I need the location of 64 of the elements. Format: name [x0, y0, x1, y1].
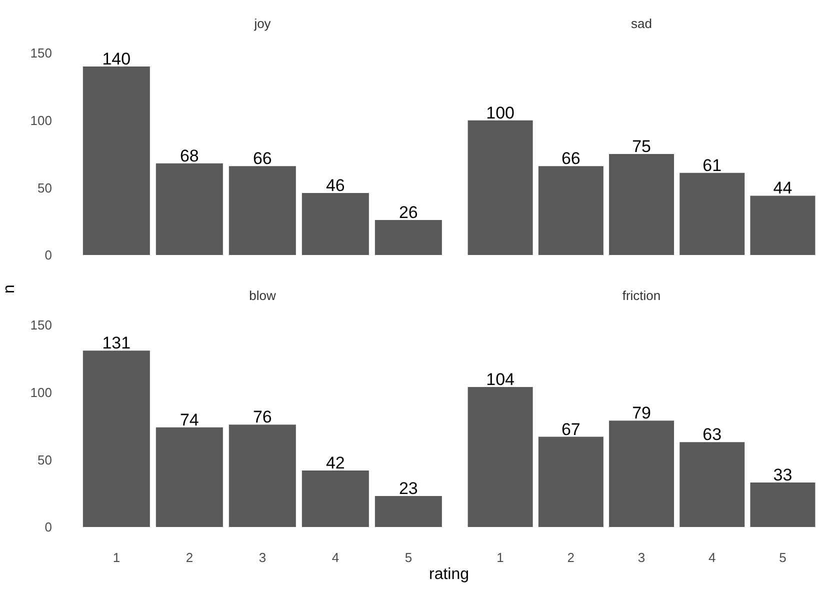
data-label: 61: [702, 156, 722, 175]
data-label: 46: [326, 176, 345, 196]
bar: [609, 154, 674, 255]
data-label: 74: [180, 410, 199, 430]
x-tick-label: 5: [779, 550, 786, 566]
data-label: 26: [398, 202, 418, 222]
data-label: 140: [102, 49, 131, 68]
bar: [374, 496, 442, 527]
data-label: 23: [398, 479, 418, 498]
x-tick-label: 2: [186, 550, 194, 566]
bar: [468, 120, 533, 255]
y-tick-label: 100: [30, 384, 52, 400]
bar: [302, 470, 369, 527]
x-tick-label: 3: [258, 550, 266, 566]
y-tick-label: 0: [44, 248, 52, 263]
data-label: 76: [252, 408, 272, 427]
chart-title: friction: [621, 288, 662, 303]
x-tick-label: 2: [567, 550, 575, 566]
data-label: 79: [632, 404, 651, 423]
y-tick-label: 150: [30, 318, 52, 333]
bar: [750, 196, 816, 255]
chart-title: sad: [630, 16, 653, 31]
x-tick-label: 4: [332, 550, 340, 566]
y-axis-title: n: [1, 284, 19, 296]
data-label: 67: [561, 420, 580, 439]
x-tick-label: 1: [496, 550, 504, 566]
data-label: 63: [702, 425, 722, 444]
y-tick-label: 150: [30, 46, 52, 61]
bar: [156, 427, 223, 527]
bar: [750, 482, 816, 527]
bar: [538, 436, 604, 527]
data-label: 104: [486, 370, 515, 389]
x-tick-label: 4: [708, 550, 716, 566]
bar: [156, 163, 223, 255]
bar: [228, 166, 296, 255]
data-label: 66: [561, 149, 580, 168]
x-axis-title: rating: [428, 566, 470, 584]
chart-title: blow: [248, 288, 277, 303]
bar: [228, 424, 296, 527]
data-label: 42: [326, 453, 345, 472]
y-tick-label: 50: [38, 180, 52, 196]
bar: [374, 220, 442, 255]
chart-title: joy: [253, 16, 272, 31]
bar: [302, 193, 369, 255]
data-label: 66: [252, 149, 272, 168]
y-tick-label: 0: [44, 520, 52, 535]
data-label: 100: [486, 103, 515, 122]
bar: [468, 386, 533, 527]
bar: [82, 350, 150, 527]
y-tick-label: 100: [30, 112, 52, 128]
bar: [538, 166, 604, 255]
bar: [82, 66, 150, 255]
x-tick-label: 1: [112, 550, 120, 566]
x-tick-label: 3: [638, 550, 646, 566]
data-label: 75: [632, 137, 651, 156]
bar: [680, 172, 745, 255]
y-tick-label: 50: [38, 452, 52, 468]
x-tick-label: 5: [404, 550, 412, 566]
bar: [609, 420, 674, 527]
data-label: 33: [773, 466, 792, 485]
data-label: 131: [102, 334, 131, 353]
data-label: 44: [773, 178, 792, 198]
data-label: 68: [180, 146, 199, 166]
bar: [680, 442, 745, 527]
